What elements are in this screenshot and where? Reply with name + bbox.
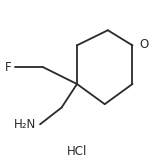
Text: O: O — [139, 38, 149, 51]
Text: HCl: HCl — [67, 145, 87, 158]
Text: F: F — [5, 61, 12, 74]
Text: H₂N: H₂N — [14, 118, 36, 131]
